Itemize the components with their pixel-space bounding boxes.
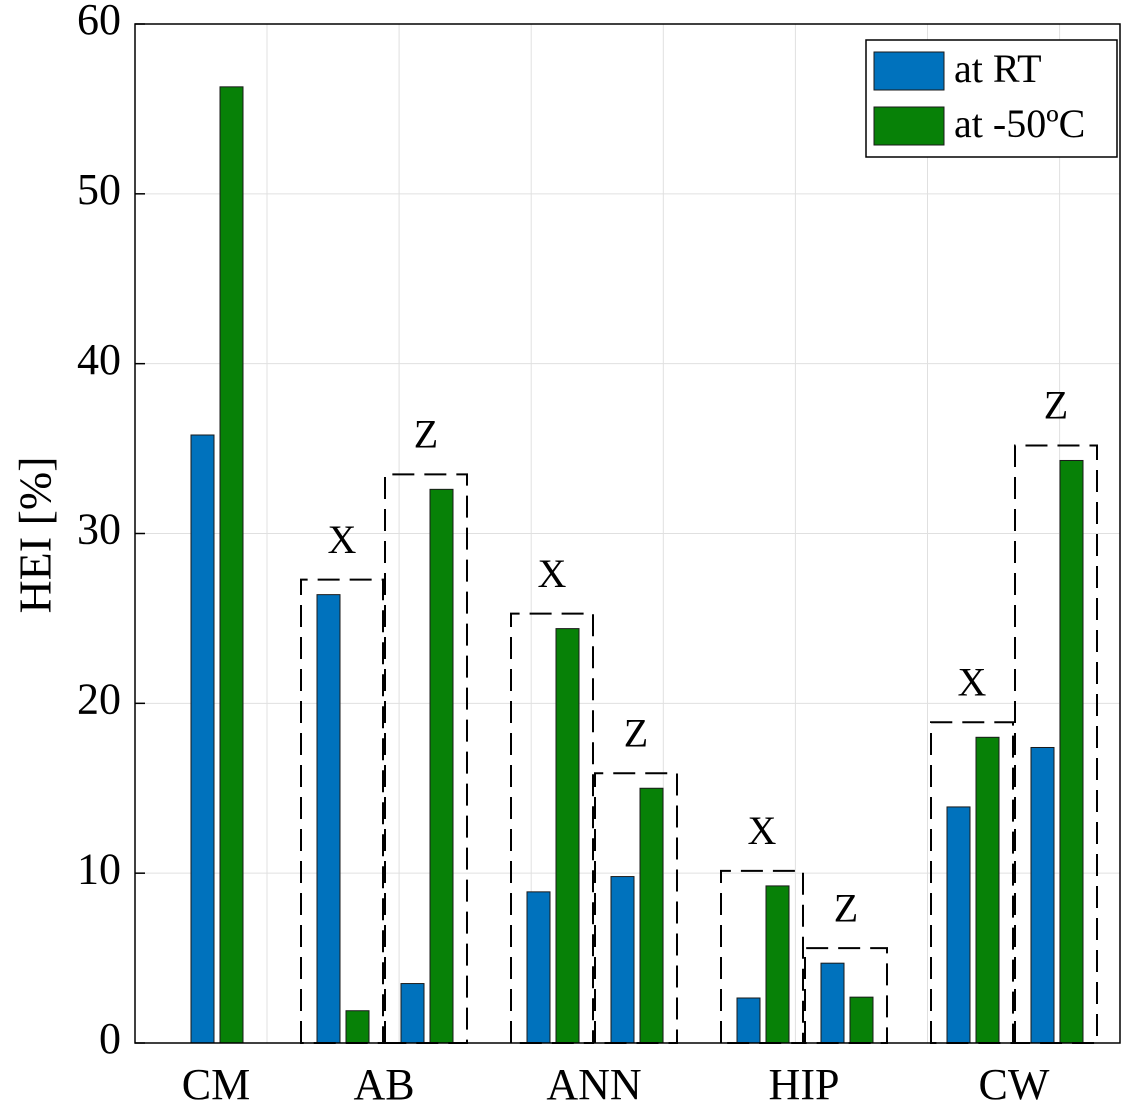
subgroup-label: Z xyxy=(624,710,648,755)
bar xyxy=(219,86,244,1044)
x-tick-label: ANN xyxy=(546,1060,641,1109)
y-tick-label: 10 xyxy=(77,844,121,893)
bar xyxy=(736,997,761,1044)
x-tick-label: AB xyxy=(353,1060,414,1109)
subgroup-label: Z xyxy=(1044,383,1068,428)
plot-frame xyxy=(134,23,1121,1044)
y-tick-label: 50 xyxy=(77,165,121,214)
bar xyxy=(946,806,971,1044)
y-axis-label: HEI [%] xyxy=(10,456,61,613)
legend-label: at -50ºC xyxy=(954,101,1085,146)
bar xyxy=(849,996,874,1044)
subgroup-label: X xyxy=(958,659,987,704)
bar xyxy=(1030,746,1055,1044)
y-tick-label: 20 xyxy=(77,674,121,723)
bar xyxy=(190,434,215,1044)
legend-swatch xyxy=(873,51,945,91)
subgroup-label: X xyxy=(748,808,777,853)
bar xyxy=(820,962,845,1044)
subgroup-bracket xyxy=(930,721,1014,1044)
subgroup-bracket xyxy=(1014,444,1098,1044)
subgroup-label: Z xyxy=(414,412,438,457)
x-tick-label: HIP xyxy=(769,1060,840,1109)
x-tick-label: CM xyxy=(182,1060,250,1109)
bar xyxy=(316,594,341,1044)
bar xyxy=(639,787,664,1044)
subgroup-bracket xyxy=(300,578,384,1044)
bar xyxy=(1059,459,1084,1044)
bar xyxy=(429,488,454,1044)
subgroup-bracket xyxy=(384,473,468,1044)
bar xyxy=(975,736,1000,1044)
bar xyxy=(345,1010,370,1044)
subgroup-bracket xyxy=(720,869,804,1044)
subgroup-bracket xyxy=(804,947,888,1044)
legend-label: at RT xyxy=(954,46,1042,91)
y-tick-label: 40 xyxy=(77,335,121,384)
subgroup-label: X xyxy=(328,517,357,562)
y-tick-label: 30 xyxy=(77,505,121,554)
x-tick-label: CW xyxy=(979,1060,1050,1109)
bar xyxy=(555,628,580,1044)
subgroup-bracket xyxy=(594,772,678,1044)
bar xyxy=(400,983,425,1044)
subgroup-bracket xyxy=(510,612,594,1044)
bar xyxy=(765,885,790,1044)
subgroup-label: Z xyxy=(834,885,858,930)
bar xyxy=(610,876,635,1044)
bar xyxy=(526,891,551,1044)
subgroup-label: X xyxy=(538,551,567,596)
y-tick-label: 60 xyxy=(77,0,121,44)
y-tick-label: 0 xyxy=(99,1014,121,1063)
legend-swatch xyxy=(873,106,945,146)
